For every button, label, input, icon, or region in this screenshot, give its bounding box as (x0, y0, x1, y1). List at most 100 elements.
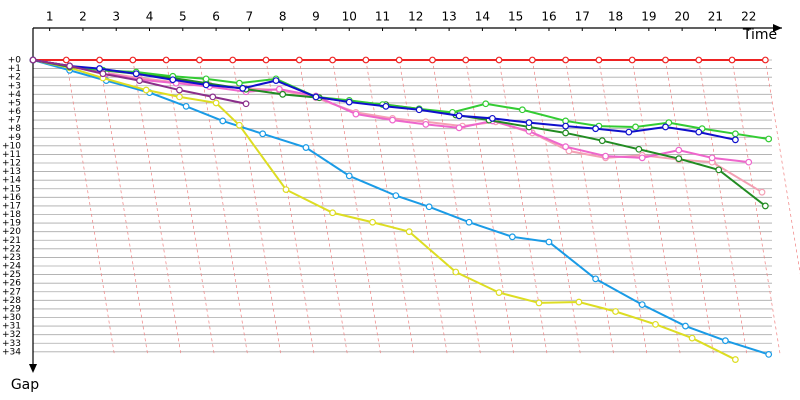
x-tick-label: 15 (508, 10, 523, 24)
point (352, 110, 360, 118)
lap-guide (265, 59, 315, 355)
x-tick-label: 16 (541, 10, 556, 24)
x-tick-label: 1 (46, 10, 54, 24)
point (731, 356, 739, 363)
lap-guide (432, 59, 481, 355)
point (162, 56, 170, 64)
point (638, 154, 646, 162)
point (652, 320, 659, 328)
point (495, 289, 503, 297)
x-tick-label: 8 (279, 10, 287, 24)
y-tick-label: +25 (2, 270, 21, 280)
x-tick-label: 4 (146, 10, 154, 24)
point (279, 90, 287, 98)
y-tick-label: +30 (2, 313, 21, 323)
x-tick-label: 13 (441, 10, 456, 24)
y-tick-label: +13 (2, 167, 21, 177)
lap-guide (731, 59, 781, 355)
point (765, 351, 773, 358)
point (96, 65, 103, 72)
point (66, 62, 74, 70)
point (535, 299, 543, 307)
point (731, 130, 739, 138)
point (132, 70, 140, 78)
point (662, 56, 669, 64)
x-tick-label: 19 (641, 10, 656, 24)
point (495, 56, 503, 64)
lap-guide (99, 59, 148, 355)
point (345, 98, 353, 106)
y-axis-arrow (29, 364, 37, 373)
point (638, 301, 646, 309)
lap-guide (631, 59, 681, 355)
point (625, 128, 633, 136)
point (229, 56, 237, 64)
point (382, 102, 390, 110)
point (465, 218, 473, 226)
point (392, 192, 400, 200)
lap-guide (565, 59, 614, 355)
y-tick-label: +27 (2, 287, 21, 297)
point (688, 334, 696, 342)
point (259, 130, 267, 138)
y-tick-label: +10 (2, 141, 21, 151)
point (695, 128, 703, 136)
point (562, 129, 570, 137)
point (488, 114, 496, 122)
y-tick-label: +22 (2, 244, 21, 254)
x-tick-label: 17 (575, 10, 590, 24)
y-tick-label: +12 (2, 159, 21, 169)
x-tick-label: 9 (312, 10, 320, 24)
lap-guide (332, 59, 381, 355)
y-tick-label: +15 (2, 184, 21, 194)
series-line (32, 59, 769, 356)
lap-guide (65, 59, 115, 355)
point (345, 172, 353, 180)
point (675, 155, 683, 163)
y-tick-label: +14 (2, 176, 21, 186)
point (528, 56, 536, 64)
y-tick-label: +28 (2, 296, 21, 306)
x-tick-label: 22 (741, 10, 756, 24)
point (595, 56, 603, 64)
y-tick-label: +21 (2, 236, 21, 246)
x-tick-label: 2 (79, 10, 87, 24)
y-tick-label: +19 (2, 219, 21, 229)
y-tick-label: +0 (8, 56, 22, 66)
lap-guide (698, 59, 748, 355)
x-tick-label: 6 (212, 10, 220, 24)
lap-guide (232, 59, 282, 355)
y-tick-label: +11 (2, 150, 21, 160)
point (395, 56, 403, 64)
x-tick-label: 18 (608, 10, 623, 24)
point (239, 84, 247, 92)
point (202, 75, 210, 83)
point (728, 56, 736, 64)
point (329, 209, 337, 217)
point (235, 79, 243, 87)
point (632, 123, 639, 131)
point (362, 56, 370, 64)
point (99, 70, 107, 78)
point (405, 228, 413, 236)
point (592, 125, 599, 133)
y-tick-label: +18 (2, 210, 21, 220)
y-tick-label: +5 (8, 98, 21, 108)
point (272, 77, 280, 84)
y-tick-label: +6 (8, 107, 22, 117)
point (389, 116, 396, 124)
point (275, 85, 283, 93)
point (462, 56, 470, 64)
lap-guide (465, 59, 515, 355)
lap-guide (132, 59, 182, 355)
lap-guide (365, 59, 415, 355)
y-tick-label: +24 (2, 262, 21, 272)
x-tick-label: 14 (475, 10, 490, 24)
point (758, 188, 766, 196)
point (62, 56, 70, 64)
point (176, 86, 183, 94)
point (665, 119, 673, 127)
point (235, 121, 243, 129)
y-axis-label: Gap (11, 377, 39, 393)
x-tick-label: 10 (342, 10, 357, 24)
